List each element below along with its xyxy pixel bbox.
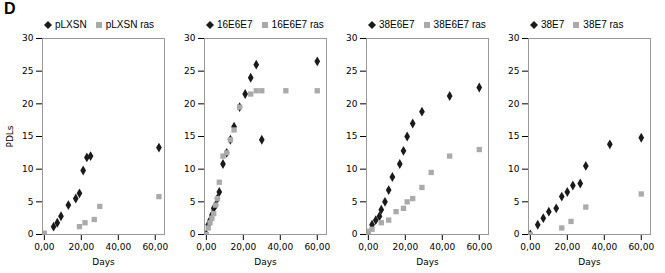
svg-text:10: 10 (346, 164, 358, 174)
svg-text:10: 10 (22, 164, 34, 174)
svg-text:20: 20 (508, 99, 520, 109)
svg-text:5: 5 (514, 197, 520, 207)
svg-text:20: 20 (184, 99, 196, 109)
svg-text:15: 15 (508, 131, 519, 141)
html-text:16E6E7: 16E6E7 (217, 19, 253, 30)
svg-text:10: 10 (184, 164, 196, 174)
svg-text:Days: Days (254, 257, 277, 267)
svg-text:40,00: 40,00 (267, 242, 293, 252)
svg-text:PDLs: PDLs (5, 125, 15, 147)
html-text:38E6E7: 38E6E7 (379, 19, 415, 30)
svg-text:0,00: 0,00 (358, 242, 378, 252)
svg-text:20,00: 20,00 (230, 242, 256, 252)
svg-text:15: 15 (184, 131, 195, 141)
svg-text:5: 5 (28, 197, 34, 207)
svg-text:0,00: 0,00 (34, 242, 54, 252)
svg-text:40,00: 40,00 (429, 242, 455, 252)
svg-text:0: 0 (28, 229, 34, 239)
svg-text:0: 0 (190, 229, 196, 239)
svg-text:30: 30 (22, 33, 34, 43)
svg-text:40,00: 40,00 (105, 242, 131, 252)
svg-text:60,00: 60,00 (142, 242, 168, 252)
svg-text:Days: Days (578, 257, 601, 267)
svg-text:25: 25 (346, 66, 357, 76)
svg-text:60,00: 60,00 (628, 242, 654, 252)
svg-text:20,00: 20,00 (392, 242, 418, 252)
svg-text:0: 0 (352, 229, 358, 239)
html-text:38E6E7 ras: 38E6E7 ras (433, 19, 486, 30)
svg-text:40,00: 40,00 (591, 242, 617, 252)
svg-text:20,00: 20,00 (554, 242, 580, 252)
svg-text:20: 20 (346, 99, 358, 109)
svg-text:5: 5 (190, 197, 196, 207)
svg-text:30: 30 (508, 33, 520, 43)
svg-text:0: 0 (514, 229, 520, 239)
html-text:38E7: 38E7 (541, 19, 565, 30)
svg-text:60,00: 60,00 (304, 242, 330, 252)
svg-text:25: 25 (184, 66, 195, 76)
svg-text:30: 30 (184, 33, 196, 43)
svg-text:25: 25 (508, 66, 519, 76)
svg-text:5: 5 (352, 197, 358, 207)
svg-text:30: 30 (346, 33, 358, 43)
svg-text:25: 25 (22, 66, 33, 76)
svg-text:0,00: 0,00 (196, 242, 216, 252)
svg-text:15: 15 (22, 131, 33, 141)
html-text:pLXSN: pLXSN (55, 19, 87, 30)
svg-text:20,00: 20,00 (68, 242, 94, 252)
html-text:D: D (4, 0, 16, 17)
svg-text:Days: Days (416, 257, 439, 267)
svg-text:15: 15 (346, 131, 357, 141)
svg-text:Days: Days (92, 257, 115, 267)
html-text:16E6E7 ras: 16E6E7 ras (271, 19, 324, 30)
html-text:38E7 ras: 38E7 ras (583, 19, 624, 30)
svg-text:10: 10 (508, 164, 520, 174)
svg-text:0,00: 0,00 (520, 242, 540, 252)
svg-text:60,00: 60,00 (466, 242, 492, 252)
svg-text:20: 20 (22, 99, 34, 109)
html-text:pLXSN ras: pLXSN ras (105, 19, 154, 30)
